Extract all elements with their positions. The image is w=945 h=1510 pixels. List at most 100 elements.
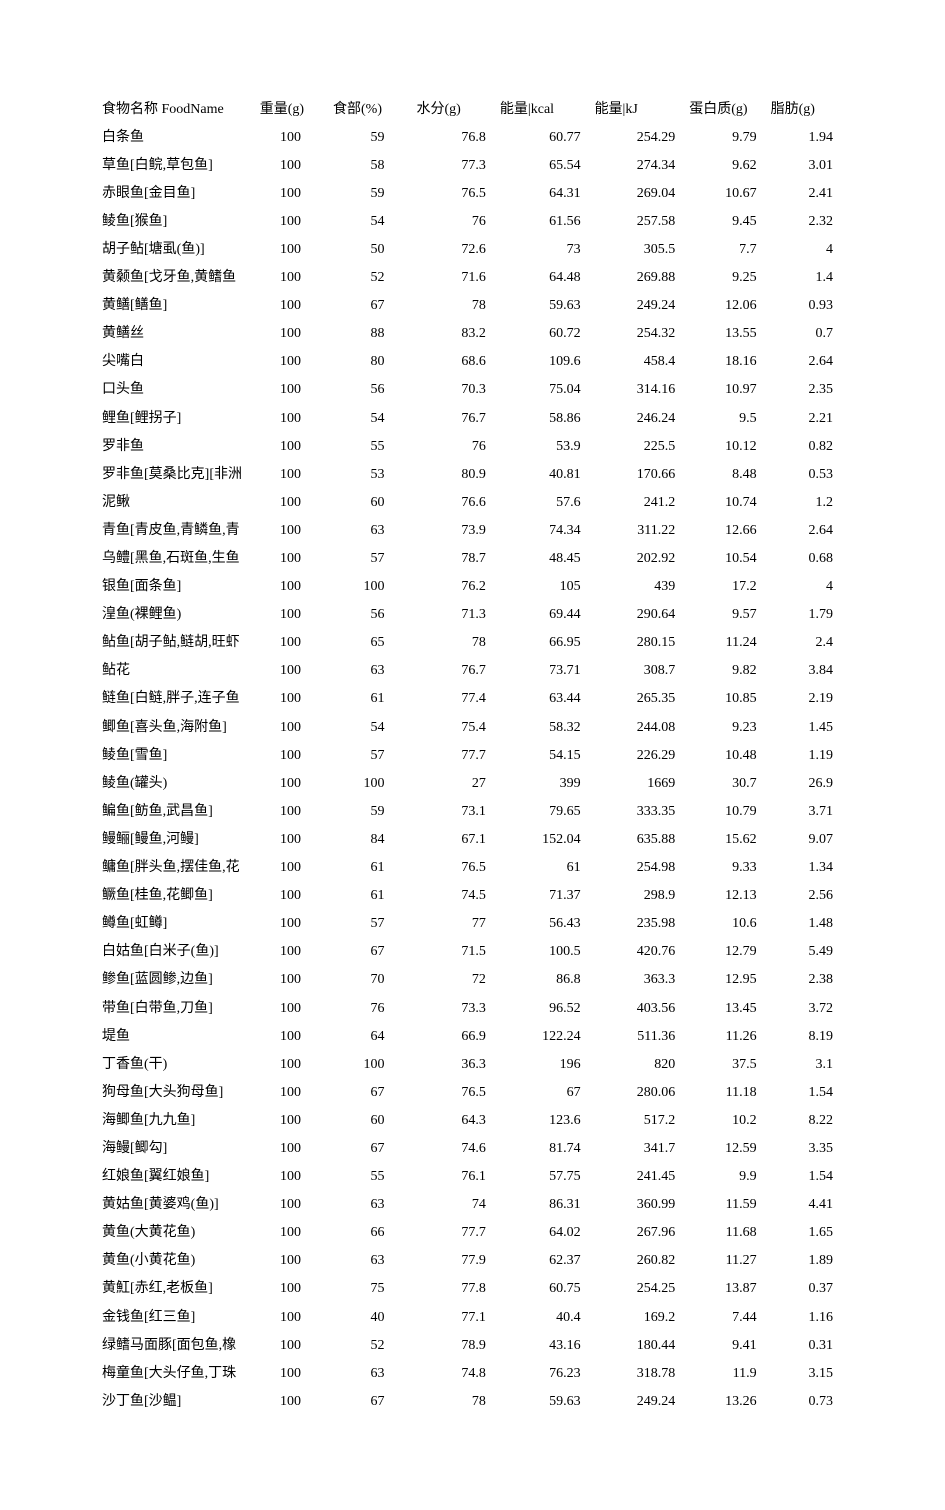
cell-kcal: 123.6 <box>498 1106 593 1134</box>
cell-kcal: 86.31 <box>498 1191 593 1219</box>
cell-kcal: 59.63 <box>498 292 593 320</box>
cell-weight: 100 <box>258 629 331 657</box>
cell-kj: 511.36 <box>593 1022 688 1050</box>
cell-fat: 3.35 <box>769 1134 845 1162</box>
cell-weight: 100 <box>258 713 331 741</box>
cell-kj: 274.34 <box>593 151 688 179</box>
cell-name: 胡子鲇[塘虱(鱼)] <box>100 235 258 263</box>
cell-kj: 265.35 <box>593 685 688 713</box>
cell-protein: 13.87 <box>687 1275 768 1303</box>
cell-water: 76 <box>414 207 497 235</box>
cell-name: 金钱鱼[红三鱼] <box>100 1303 258 1331</box>
cell-edible: 80 <box>331 348 414 376</box>
cell-kj: 458.4 <box>593 348 688 376</box>
cell-name: 海鲫鱼[九九鱼] <box>100 1106 258 1134</box>
cell-water: 73.9 <box>414 516 497 544</box>
cell-protein: 12.95 <box>687 966 768 994</box>
cell-fat: 0.73 <box>769 1387 845 1415</box>
cell-fat: 0.93 <box>769 292 845 320</box>
cell-edible: 63 <box>331 1247 414 1275</box>
cell-weight: 100 <box>258 938 331 966</box>
cell-fat: 3.71 <box>769 797 845 825</box>
cell-edible: 57 <box>331 545 414 573</box>
table-row: 梅童鱼[大头仔鱼,丁珠1006374.876.23318.7811.93.15 <box>100 1359 845 1387</box>
cell-weight: 100 <box>258 348 331 376</box>
table-row: 鲮鱼(罐头)10010027399166930.726.9 <box>100 769 845 797</box>
table-body: 白条鱼1005976.860.77254.299.791.94草鱼[白鲩,草包鱼… <box>100 123 845 1415</box>
cell-kj: 202.92 <box>593 545 688 573</box>
cell-kcal: 86.8 <box>498 966 593 994</box>
cell-kcal: 399 <box>498 769 593 797</box>
cell-edible: 59 <box>331 123 414 151</box>
cell-edible: 63 <box>331 1191 414 1219</box>
cell-fat: 2.56 <box>769 882 845 910</box>
cell-kcal: 64.31 <box>498 179 593 207</box>
cell-fat: 5.49 <box>769 938 845 966</box>
cell-kcal: 64.48 <box>498 264 593 292</box>
table-row: 黄魟[赤红,老板鱼]1007577.860.75254.2513.870.37 <box>100 1275 845 1303</box>
cell-edible: 100 <box>331 573 414 601</box>
cell-weight: 100 <box>258 882 331 910</box>
cell-weight: 100 <box>258 797 331 825</box>
cell-fat: 2.35 <box>769 376 845 404</box>
cell-kcal: 54.15 <box>498 741 593 769</box>
header-edible: 食部(%) <box>331 95 414 123</box>
cell-edible: 64 <box>331 1022 414 1050</box>
cell-water: 27 <box>414 769 497 797</box>
cell-water: 77.8 <box>414 1275 497 1303</box>
cell-weight: 100 <box>258 123 331 151</box>
table-row: 绿鳍马面豚[面包鱼,橡1005278.943.16180.449.410.31 <box>100 1331 845 1359</box>
cell-fat: 3.84 <box>769 657 845 685</box>
table-row: 黄颡鱼[戈牙鱼,黄鳍鱼1005271.664.48269.889.251.4 <box>100 264 845 292</box>
cell-edible: 63 <box>331 657 414 685</box>
cell-weight: 100 <box>258 741 331 769</box>
cell-edible: 76 <box>331 994 414 1022</box>
cell-water: 76.7 <box>414 657 497 685</box>
cell-water: 78 <box>414 292 497 320</box>
cell-kj: 254.25 <box>593 1275 688 1303</box>
cell-water: 83.2 <box>414 320 497 348</box>
cell-edible: 67 <box>331 1134 414 1162</box>
cell-kj: 241.2 <box>593 488 688 516</box>
cell-water: 73.1 <box>414 797 497 825</box>
table-row: 带鱼[白带鱼,刀鱼]1007673.396.52403.5613.453.72 <box>100 994 845 1022</box>
cell-fat: 0.31 <box>769 1331 845 1359</box>
cell-kcal: 61 <box>498 854 593 882</box>
cell-edible: 67 <box>331 1078 414 1106</box>
nutrition-table: 食物名称 FoodName 重量(g) 食部(%) 水分(g) 能量|kcal … <box>100 95 845 1415</box>
header-kcal: 能量|kcal <box>498 95 593 123</box>
cell-fat: 1.89 <box>769 1247 845 1275</box>
cell-protein: 12.79 <box>687 938 768 966</box>
cell-fat: 2.64 <box>769 348 845 376</box>
cell-weight: 100 <box>258 179 331 207</box>
cell-kcal: 65.54 <box>498 151 593 179</box>
table-row: 黄姑鱼[黄婆鸡(鱼)]100637486.31360.9911.594.41 <box>100 1191 845 1219</box>
cell-edible: 61 <box>331 854 414 882</box>
cell-name: 草鱼[白鲩,草包鱼] <box>100 151 258 179</box>
cell-protein: 11.9 <box>687 1359 768 1387</box>
cell-edible: 84 <box>331 825 414 853</box>
cell-name: 堤鱼 <box>100 1022 258 1050</box>
cell-protein: 9.5 <box>687 404 768 432</box>
table-row: 黄鳝[鳝鱼]100677859.63249.2412.060.93 <box>100 292 845 320</box>
cell-water: 76 <box>414 432 497 460</box>
table-row: 鲇鱼[胡子鲇,鲢胡,旺虾100657866.95280.1511.242.4 <box>100 629 845 657</box>
cell-kj: 269.04 <box>593 179 688 207</box>
table-row: 湟鱼(裸鲤鱼)1005671.369.44290.649.571.79 <box>100 601 845 629</box>
cell-protein: 13.45 <box>687 994 768 1022</box>
cell-kj: 249.24 <box>593 1387 688 1415</box>
cell-name: 银鱼[面条鱼] <box>100 573 258 601</box>
cell-weight: 100 <box>258 601 331 629</box>
cell-edible: 59 <box>331 179 414 207</box>
cell-weight: 100 <box>258 1303 331 1331</box>
table-row: 尖嘴白1008068.6109.6458.418.162.64 <box>100 348 845 376</box>
cell-edible: 55 <box>331 432 414 460</box>
table-row: 鲢鱼[白鲢,胖子,连子鱼1006177.463.44265.3510.852.1… <box>100 685 845 713</box>
cell-fat: 4 <box>769 573 845 601</box>
cell-edible: 52 <box>331 1331 414 1359</box>
table-row: 乌鳢[黑鱼,石斑鱼,生鱼1005778.748.45202.9210.540.6… <box>100 545 845 573</box>
cell-kj: 254.29 <box>593 123 688 151</box>
cell-water: 68.6 <box>414 348 497 376</box>
cell-protein: 11.68 <box>687 1219 768 1247</box>
cell-water: 67.1 <box>414 825 497 853</box>
